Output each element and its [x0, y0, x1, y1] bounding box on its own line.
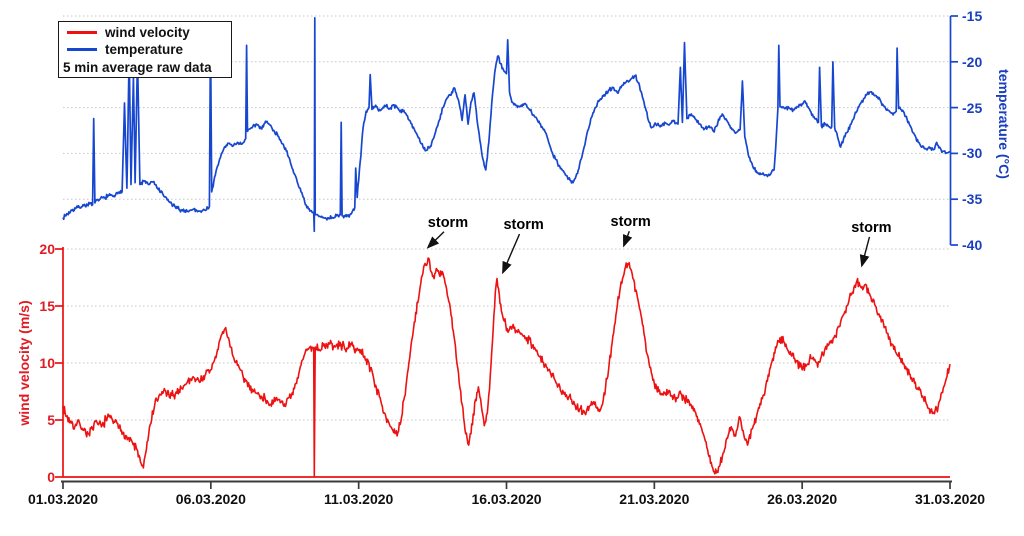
wind-tick-label: 5 — [47, 412, 55, 428]
storm-annotation-label: storm — [851, 219, 892, 236]
wind-series-line — [62, 257, 951, 477]
storm-annotation-label: storm — [427, 214, 469, 231]
x-axis-date-label: 31.03.2020 — [914, 491, 986, 507]
storm-arrow — [502, 233, 521, 275]
storm-annotation-label: storm — [503, 216, 544, 233]
wind-tick-label: 20 — [39, 241, 55, 257]
temperature-tick-label: -35 — [962, 191, 983, 208]
wind-tick-label: 10 — [39, 355, 55, 371]
legend: wind velocity temperature 5 min average … — [58, 21, 232, 78]
temperature-tick-label: -25 — [962, 99, 983, 116]
legend-label-wind-velocity: wind velocity — [105, 24, 190, 40]
temperature-tick-label: -20 — [962, 53, 983, 70]
wind-velocity-legend-line — [67, 31, 97, 34]
wind-tick-label: 0 — [47, 469, 55, 485]
legend-row-wind: wind velocity — [62, 24, 228, 41]
x-axis-date-label: 16.03.2020 — [471, 491, 542, 507]
temperature-axis-title: temperature (°C) — [996, 69, 1012, 179]
temperature-tick-label: -15 — [962, 8, 983, 24]
x-axis-date-label: 06.03.2020 — [175, 491, 246, 507]
x-axis-date-label: 01.03.2020 — [27, 491, 99, 507]
storm-arrow — [623, 230, 633, 248]
x-axis-date-label: 11.03.2020 — [324, 491, 394, 507]
temperature-series-line — [62, 16, 951, 233]
legend-row-temperature: temperature — [62, 41, 228, 58]
x-axis-date-label: 26.03.2020 — [767, 491, 838, 507]
x-axis-date-label: 21.03.2020 — [619, 491, 690, 507]
temperature-tick-label: -40 — [962, 237, 983, 253]
storm-arrow — [426, 231, 445, 249]
temperature-tick-label: -30 — [962, 145, 983, 162]
storm-arrow — [859, 236, 871, 268]
storm-annotation-label: storm — [610, 213, 651, 230]
legend-label-temperature: temperature — [105, 41, 184, 57]
legend-note: 5 min average raw data — [63, 60, 212, 75]
temperature-legend-line — [67, 48, 97, 51]
wind-tick-label: 15 — [39, 298, 55, 314]
